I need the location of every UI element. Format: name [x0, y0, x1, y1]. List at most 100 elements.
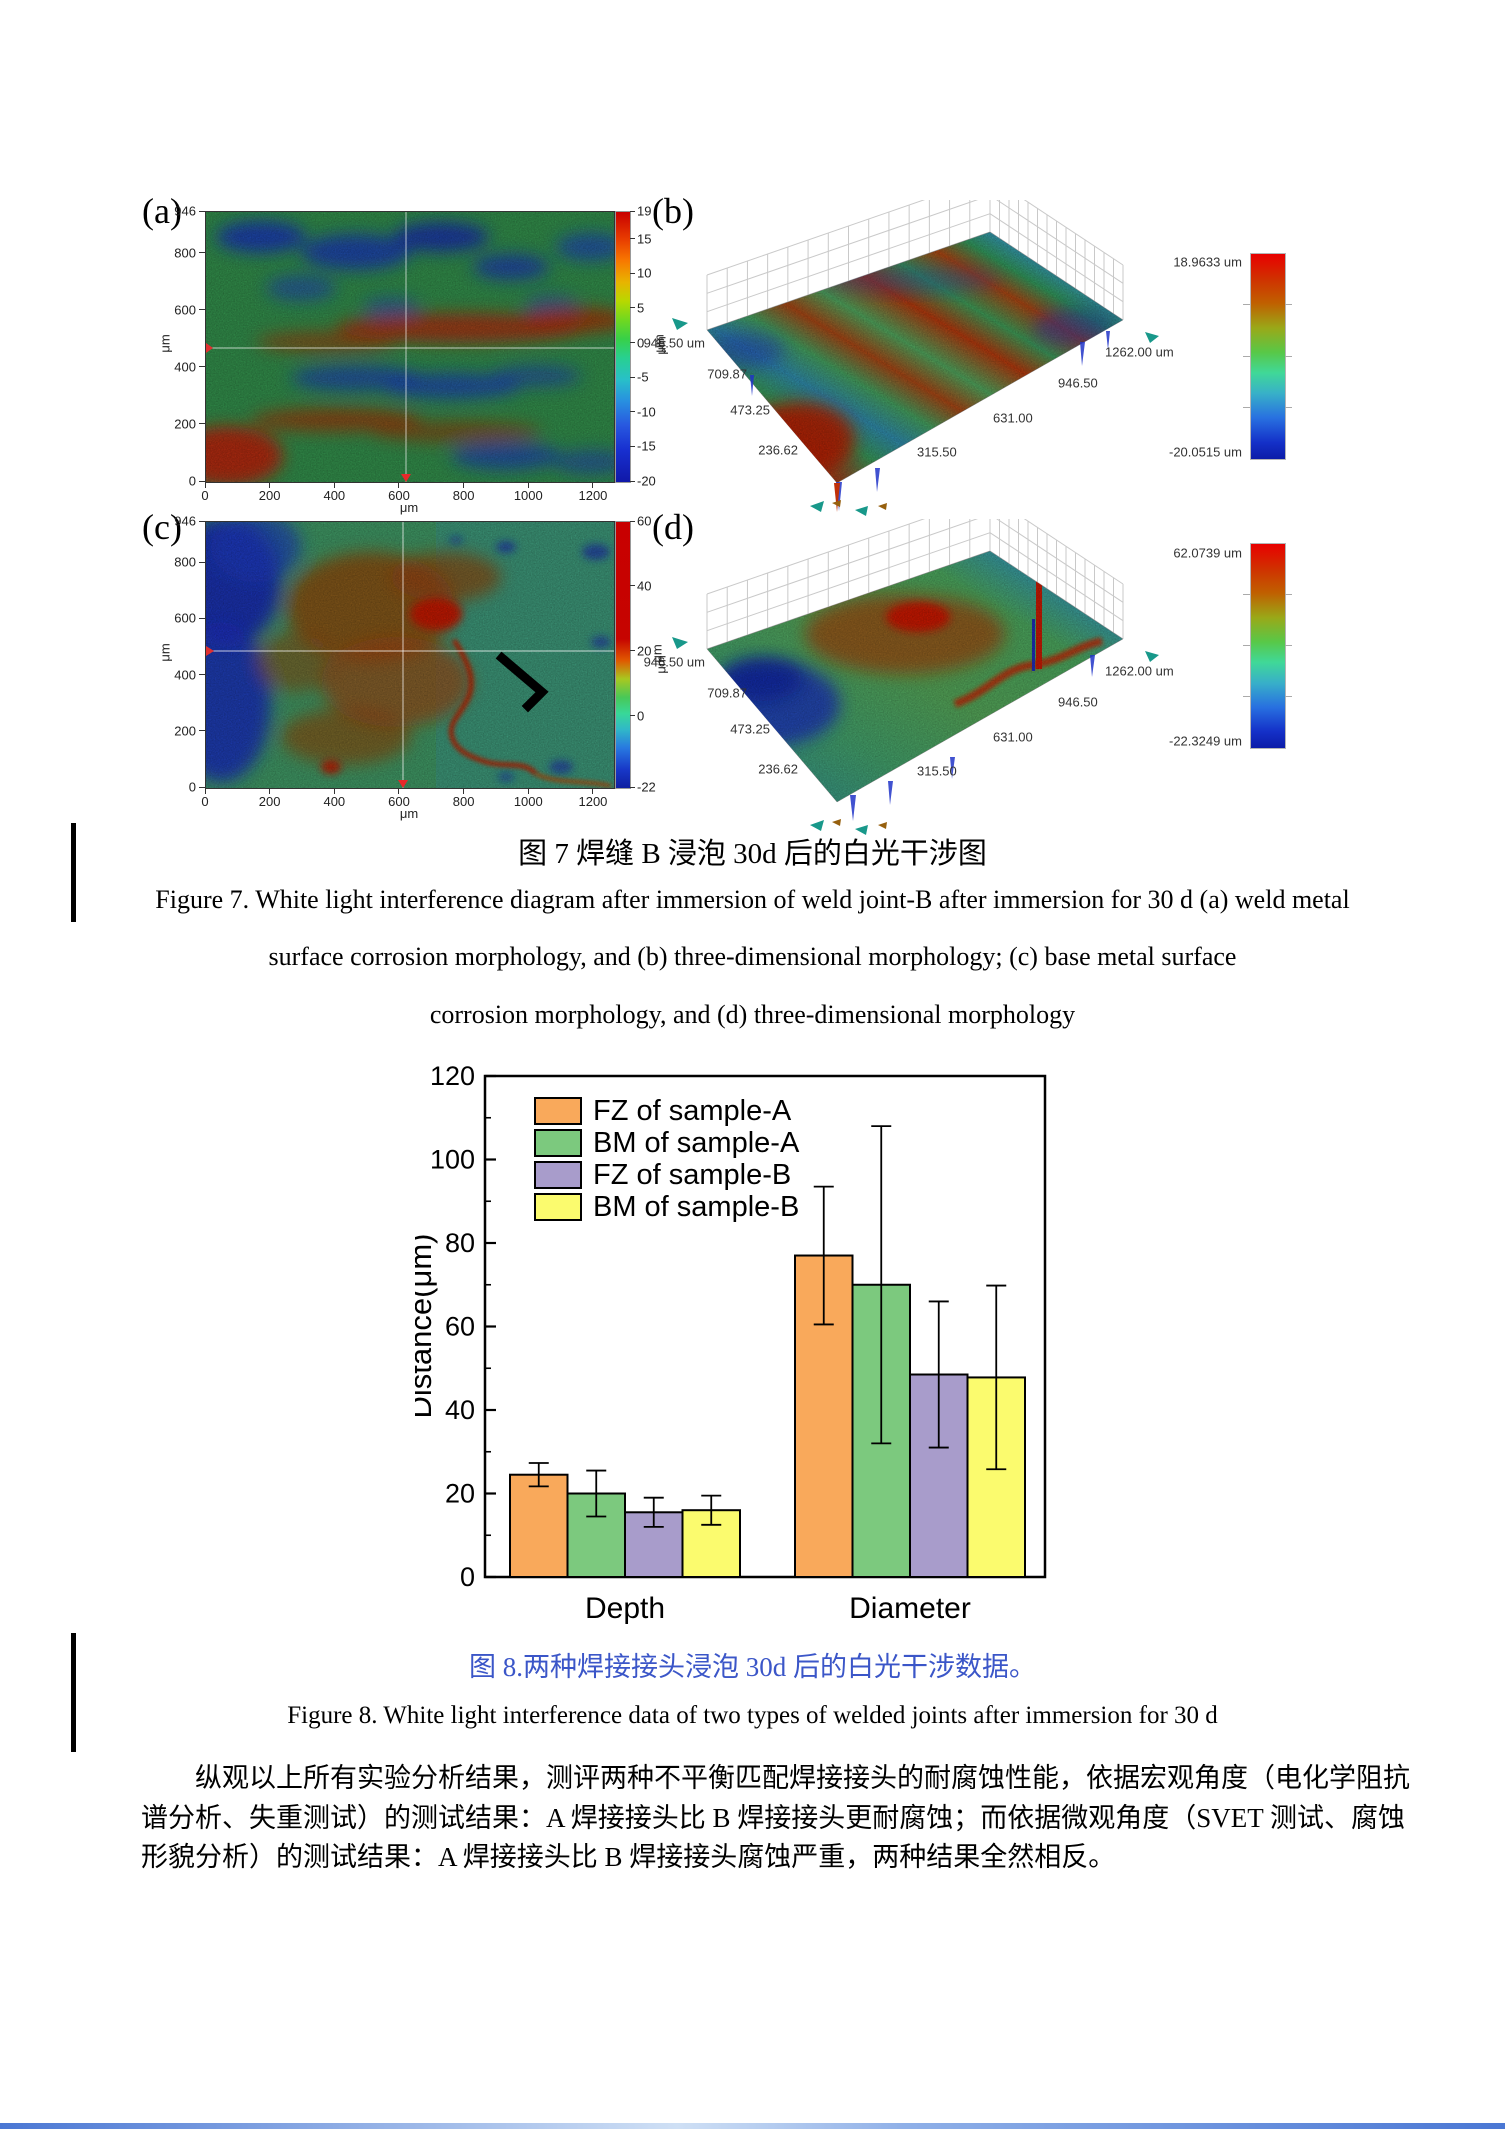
- panel-d-right-axis-label: 1262.00 um: [1105, 663, 1174, 679]
- panel-b-right-axis-label: 946.50: [1058, 375, 1098, 391]
- panel-b-left-axis-label: 946.50 um: [643, 335, 705, 351]
- bar: [509, 1473, 569, 1578]
- category-label: Diameter: [849, 1592, 971, 1625]
- panel-b-3d-surface: [672, 200, 1159, 516]
- colorbar-tick-label: 40: [637, 578, 652, 594]
- colorbar-tick-mark: [630, 650, 635, 652]
- panel-d-right-axis-label: 631.00: [993, 729, 1033, 745]
- colorbar-minor-tick: [1285, 355, 1292, 357]
- y-tick-label: 80: [445, 1228, 475, 1258]
- legend-swatch: [534, 1097, 582, 1125]
- x-axis-tick-mark: [333, 788, 335, 794]
- x-axis-tick-mark: [592, 482, 594, 488]
- panel-d-right-axis-label: 315.50: [917, 763, 957, 779]
- panel-d-label: (d): [652, 507, 694, 547]
- panel-d-colorbar-min: -22.3249 um: [1169, 733, 1242, 749]
- panel-d-left-axis-label: 473.25: [730, 721, 770, 737]
- panel-c-label: (c): [142, 507, 182, 547]
- y-axis-tick-mark: [199, 252, 205, 254]
- legend-label: BM of sample-B: [593, 1191, 799, 1223]
- colorbar-tick-label: 10: [637, 265, 652, 281]
- colorbar-tick-mark: [630, 238, 635, 240]
- panel-d-colorbar: [1250, 543, 1286, 749]
- colorbar-minor-tick: [1285, 594, 1292, 595]
- colorbar-minor-tick: [1243, 355, 1250, 357]
- revision-bar: [71, 1633, 76, 1752]
- colorbar-tick-label: -5: [637, 369, 649, 385]
- panel-d-left-axis-label: 236.62: [758, 761, 798, 777]
- y-axis-tick-label: 800: [174, 245, 196, 261]
- y-axis-tick-mark: [199, 617, 205, 619]
- y-axis-tick-label: 400: [174, 667, 196, 683]
- panel-a-label: (a): [142, 191, 182, 231]
- cursor-marker: [398, 780, 408, 788]
- panel-b-z-unit: μm: [653, 336, 669, 355]
- y-axis-tick-mark: [199, 210, 205, 212]
- x-axis-tick-label: 1000: [513, 794, 543, 809]
- colorbar-tick-mark: [630, 342, 635, 344]
- x-axis-tick-mark: [398, 482, 400, 488]
- panel-c-corrosion-map: [205, 521, 615, 789]
- y-tick-label: 40: [445, 1395, 475, 1425]
- y-axis-tick-mark: [199, 309, 205, 311]
- colorbar-tick-mark: [630, 786, 635, 788]
- body-text-line2: 谱分析、失重测试）的测试结果：A 焊接接头比 B 焊接接头更耐腐蚀；而依据微观角…: [141, 1803, 1406, 1833]
- colorbar-tick-label: -20: [637, 473, 656, 489]
- x-axis-tick-label: 1200: [578, 794, 608, 809]
- category-label: Depth: [585, 1592, 665, 1625]
- y-tick-label: 0: [460, 1562, 475, 1592]
- x-axis-tick-label: 200: [258, 488, 281, 503]
- panel-b-right-axis-label: 631.00: [993, 410, 1033, 426]
- figure7-caption-en-line1: Figure 7. White light interference diagr…: [155, 885, 1350, 914]
- panel-b-left-axis-label: 709.87: [707, 366, 747, 382]
- y-axis-tick-label: 946: [174, 203, 196, 219]
- colorbar-tick-mark: [630, 376, 635, 378]
- y-axis-title: Distance(μm): [415, 1234, 438, 1419]
- cursor-marker: [206, 343, 213, 353]
- colorbar-tick-label: 5: [637, 300, 645, 316]
- body-text-line3: 形貌分析）的测试结果：A 焊接接头比 B 焊接接头腐蚀严重，两种结果全然相反。: [141, 1842, 1116, 1872]
- y-tick-label: 20: [445, 1479, 475, 1509]
- panel-b-left-axis-label: 473.25: [730, 402, 770, 418]
- panel-b-right-axis-label: 315.50: [917, 444, 957, 460]
- legend-label: FZ of sample-B: [593, 1159, 791, 1191]
- colorbar-tick-mark: [630, 585, 635, 587]
- axis-end-arrows: [672, 318, 1159, 516]
- legend-swatch: [534, 1193, 582, 1221]
- colorbar-tick-label: -10: [637, 404, 656, 420]
- figure8-bar-chart: 0 20 40 60 80 100 120 Depth Diameter FZ of sample…: [415, 1062, 1047, 1625]
- panel-c-colorbar: [615, 521, 631, 789]
- figure7-caption-zh: 图 7 焊缝 B 浸泡 30d 后的白光干涉图: [518, 838, 987, 870]
- y-tick-label: 100: [430, 1145, 475, 1175]
- y-tick-label: 120: [430, 1062, 475, 1091]
- legend-label: FZ of sample-A: [593, 1095, 792, 1127]
- x-axis-tick-label: 600: [388, 488, 410, 503]
- colorbar-tick-label: 20: [637, 643, 652, 659]
- panel-a-texture: [206, 212, 614, 482]
- y-axis-tick-label: 200: [174, 723, 196, 739]
- y-axis-tick-label: 600: [174, 610, 196, 626]
- x-axis-tick-label: 0: [201, 488, 209, 503]
- x-axis-tick-mark: [527, 482, 529, 488]
- panel-b-colorbar-min: -20.0515 um: [1169, 444, 1242, 460]
- x-axis-tick-mark: [398, 788, 400, 794]
- figure7-caption-en-line2: surface corrosion morphology, and (b) th…: [268, 942, 1237, 971]
- x-axis-tick-label: 600: [388, 794, 410, 809]
- x-axis-tick-mark: [269, 482, 271, 488]
- bottom-window-edge: [0, 2123, 1505, 2129]
- figure8-caption-zh: 图 8.两种焊接接头浸泡 30d 后的白光干涉数据。: [469, 1652, 1036, 1682]
- y-axis-tick-mark: [199, 480, 205, 482]
- x-axis-tick-label: 800: [452, 488, 475, 503]
- y-axis-tick-mark: [199, 366, 205, 368]
- x-axis-tick-mark: [204, 482, 206, 488]
- y-axis-tick-label: 0: [188, 779, 196, 795]
- axis-end-arrows: [672, 637, 1159, 835]
- panel-d-colorbar-max: 62.0739 um: [1173, 545, 1242, 561]
- panel-b-colorbar: [1250, 253, 1286, 460]
- x-axis-tick-label: 1000: [513, 488, 543, 503]
- colorbar-tick-label: -15: [637, 438, 656, 454]
- colorbar-tick-mark: [630, 520, 635, 522]
- colorbar-tick-mark: [630, 272, 635, 274]
- y-axis-tick-mark: [199, 520, 205, 522]
- colorbar-tick-label: 15: [637, 231, 652, 247]
